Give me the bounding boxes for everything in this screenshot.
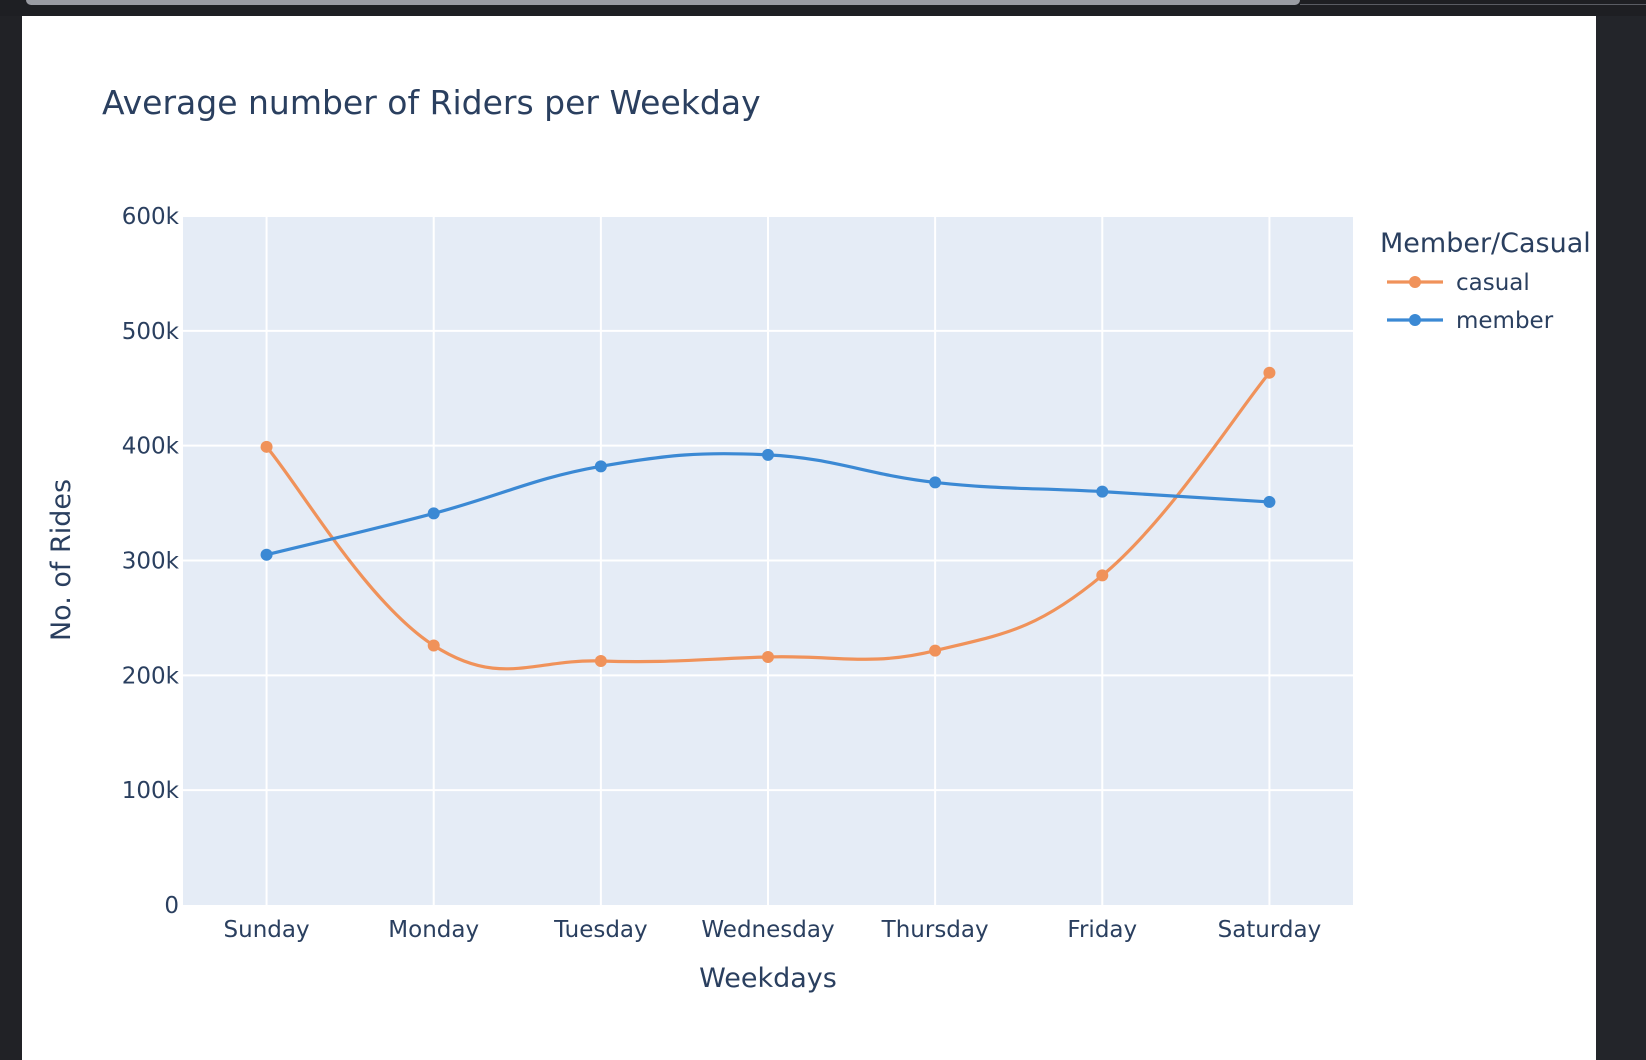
data-point-member[interactable]	[260, 548, 273, 561]
series-member	[260, 448, 1276, 561]
x-axis-title: Weekdays	[699, 963, 837, 994]
y-axis-title: No. of Rides	[46, 479, 77, 641]
data-point-member[interactable]	[1096, 485, 1109, 498]
panel-right-edge	[1596, 16, 1646, 1060]
data-point-casual[interactable]	[260, 440, 273, 453]
data-point-member[interactable]	[427, 507, 440, 520]
x-tick-label: Tuesday	[553, 917, 648, 943]
x-tick-label: Sunday	[224, 917, 310, 943]
x-tick-label: Monday	[388, 917, 479, 943]
data-point-casual[interactable]	[762, 650, 774, 663]
x-tick-label: Friday	[1067, 917, 1137, 943]
legend-swatch-marker	[1409, 276, 1421, 288]
y-tick-label: 200k	[122, 663, 180, 689]
grid-lines	[183, 215, 1353, 905]
data-point-member[interactable]	[929, 476, 942, 489]
data-point-member[interactable]	[1263, 495, 1276, 508]
y-axis-ticks: 0 100k 200k 300k 400k 500k 600k	[122, 204, 180, 919]
data-point-casual[interactable]	[929, 644, 942, 657]
window-top-bar	[0, 0, 1646, 16]
y-tick-label: 400k	[122, 434, 180, 460]
x-tick-label: Thursday	[881, 917, 989, 943]
y-tick-label: 0	[164, 893, 179, 919]
data-point-casual[interactable]	[594, 654, 607, 667]
window-scroll-pill	[26, 0, 1300, 5]
legend-label: member	[1456, 308, 1554, 334]
chart-title: Average number of Riders per Weekday	[102, 83, 761, 122]
legend-item-member[interactable]: member	[1387, 308, 1554, 334]
data-point-casual[interactable]	[1096, 569, 1109, 582]
x-tick-label: Saturday	[1218, 917, 1322, 943]
legend-item-casual[interactable]: casual	[1387, 270, 1530, 296]
x-axis-ticks: Sunday Monday Tuesday Wednesday Thursday Frid…	[224, 917, 1322, 943]
legend-title: Member/Casual	[1380, 228, 1591, 259]
data-point-member[interactable]	[594, 460, 607, 473]
x-tick-label: Wednesday	[701, 917, 834, 943]
y-tick-label: 300k	[122, 549, 180, 575]
y-tick-label: 600k	[122, 204, 180, 230]
series-lines	[260, 366, 1276, 671]
data-point-member[interactable]	[762, 448, 774, 461]
legend-swatch-marker	[1409, 314, 1421, 326]
window-divider	[1300, 4, 1646, 5]
data-point-casual[interactable]	[1263, 366, 1276, 379]
series-casual	[260, 366, 1276, 671]
legend[interactable]: Member/Casual casual member	[1380, 228, 1591, 334]
y-tick-label: 100k	[122, 778, 180, 804]
data-point-casual[interactable]	[427, 639, 440, 652]
legend-label: casual	[1456, 270, 1530, 296]
y-tick-label: 500k	[122, 319, 180, 345]
